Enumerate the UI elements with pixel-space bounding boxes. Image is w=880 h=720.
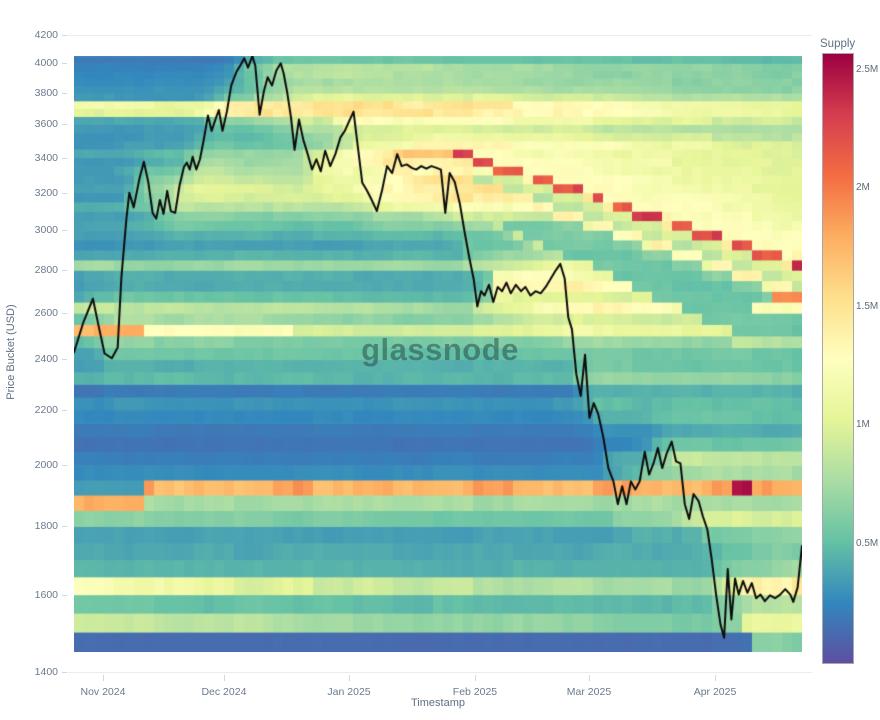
y-tick-label: 3800 (34, 87, 58, 100)
x-tick-label: Feb 2025 (452, 686, 498, 698)
y-tick-mark (62, 526, 67, 528)
colorbar-tick-label: 2.5M (856, 63, 879, 75)
x-tick-mark (715, 675, 716, 681)
gridline-bottom (68, 672, 812, 673)
y-tick-label: 4000 (34, 57, 58, 70)
x-tick-mark (588, 675, 590, 681)
y-tick-mark (62, 35, 67, 36)
gridline-top (68, 35, 812, 36)
y-tick-mark (62, 465, 67, 467)
y-tick-mark (62, 63, 67, 65)
x-tick-label: Apr 2025 (693, 686, 737, 698)
y-tick-label: 1600 (34, 588, 58, 601)
y-tick-mark (62, 409, 67, 411)
colorbar-tick-label: 1.5M (856, 300, 879, 312)
y-tick-label: 1400 (34, 666, 58, 678)
colorbar-title: Supply (820, 38, 856, 50)
y-tick-mark (62, 93, 67, 95)
y-tick-label: 3400 (34, 151, 58, 164)
y-tick-mark (62, 230, 67, 232)
colorbar-tick-label: 0.5M (856, 537, 879, 549)
y-tick-label: 2000 (34, 459, 58, 472)
y-tick-mark (62, 192, 67, 194)
y-tick-mark (62, 270, 67, 272)
y-tick-label: 2200 (34, 403, 58, 416)
y-tick-mark (62, 672, 67, 673)
x-tick-label: Nov 2024 (80, 686, 126, 698)
y-tick-label: 2400 (34, 353, 58, 366)
y-tick-label: 3000 (34, 224, 58, 237)
y-tick-mark (62, 594, 67, 596)
heatmap-plot-area[interactable] (74, 56, 802, 652)
colorbar-tick-label: 1M (856, 419, 870, 431)
y-tick-label: 3600 (34, 118, 58, 131)
x-tick-label: Dec 2024 (201, 686, 247, 698)
y-tick-mark (62, 157, 67, 159)
glassnode-watermark: glassnode (361, 332, 519, 367)
x-tick-mark (223, 675, 225, 681)
y-tick-label: 2600 (34, 307, 58, 320)
x-tick-mark (474, 675, 476, 681)
colorbar (822, 53, 854, 664)
y-tick-label: 2800 (34, 264, 58, 277)
y-tick-label: 4200 (34, 29, 58, 41)
y-tick-label: 1800 (34, 520, 58, 533)
y-tick-mark (62, 313, 67, 315)
y-tick-mark (62, 359, 67, 361)
y-tick-mark (62, 124, 67, 126)
x-tick-label: Mar 2025 (566, 686, 612, 698)
x-tick-mark (349, 675, 351, 681)
colorbar-tick-label: 2M (856, 182, 870, 194)
x-tick-label: Jan 2025 (327, 686, 371, 698)
y-tick-label: 3200 (34, 186, 58, 199)
x-tick-mark (102, 675, 104, 681)
x-axis-title: Timestamp (411, 697, 465, 709)
